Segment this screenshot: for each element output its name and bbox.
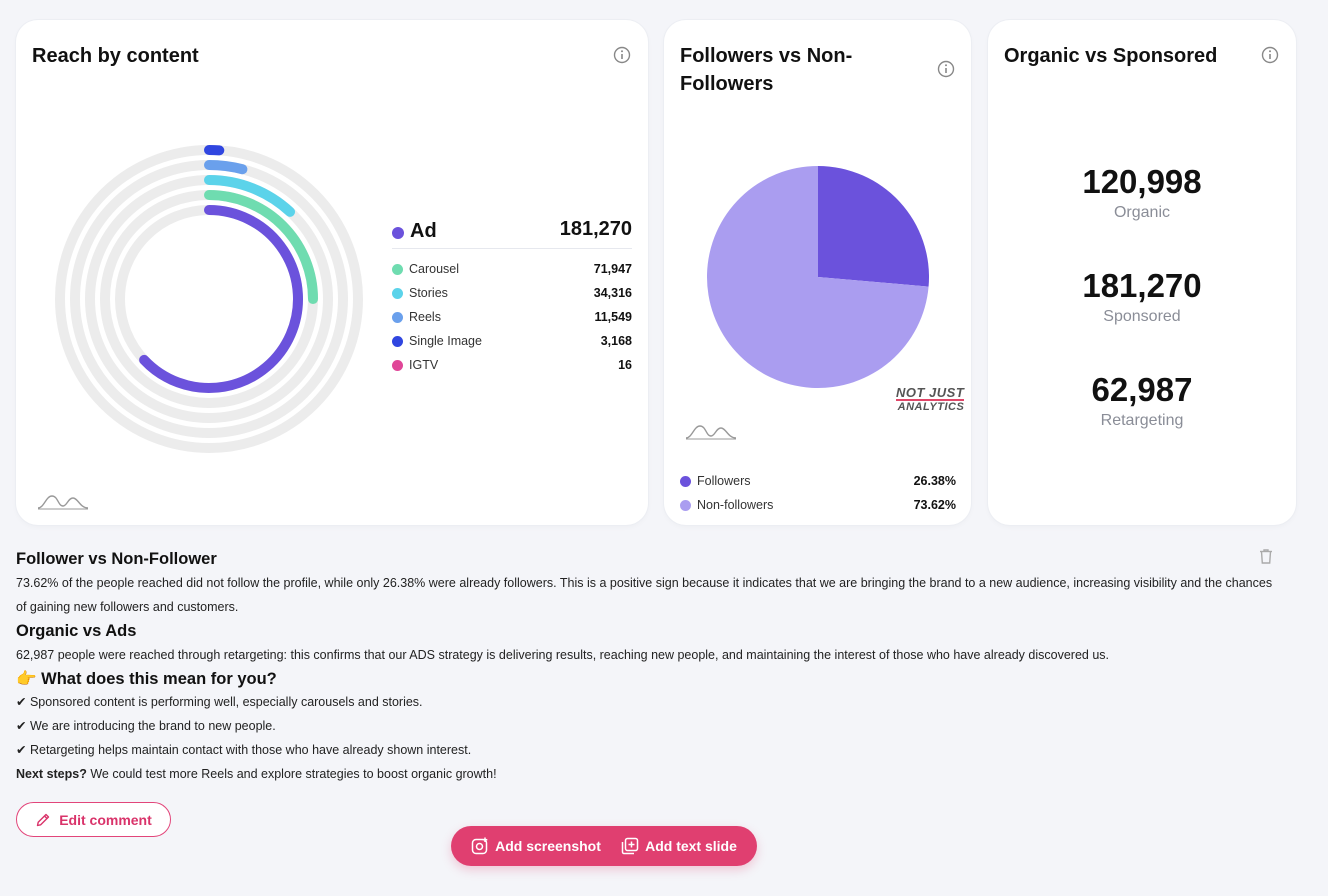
sponsored-value: 181,270 bbox=[1082, 267, 1202, 304]
legend-label: Non-followers bbox=[697, 498, 774, 512]
pie-slice[interactable] bbox=[818, 166, 929, 287]
retargeting-stat: 62,987 Retargeting bbox=[988, 370, 1296, 432]
legend-label: Reels bbox=[409, 310, 441, 324]
check-icon: ✔ bbox=[16, 719, 27, 733]
watermark-line1: NOT JUST bbox=[896, 385, 965, 401]
legend-value: 11,549 bbox=[594, 310, 632, 324]
reach-legend-item: Single Image 3,168 bbox=[392, 334, 632, 348]
next-steps: Next steps? We could test more Reels and… bbox=[16, 762, 1276, 786]
organic-value: 120,998 bbox=[1082, 163, 1202, 200]
comment-heading-3-text: What does this mean for you? bbox=[41, 670, 277, 688]
followers-pie-chart bbox=[707, 166, 929, 388]
legend-label: Followers bbox=[697, 474, 751, 488]
action-bar: Add screenshot Add text slide bbox=[451, 826, 757, 866]
legend-label: Carousel bbox=[409, 262, 460, 276]
check-item: ✔ Retargeting helps maintain contact wit… bbox=[16, 738, 1276, 762]
trash-icon[interactable] bbox=[1257, 547, 1275, 565]
legend-dot bbox=[392, 359, 403, 371]
comment-heading-1: Follower vs Non-Follower bbox=[16, 550, 217, 568]
check-item: ✔ Sponsored content is performing well, … bbox=[16, 690, 1276, 714]
comment-paragraph-1: 73.62% of the people reached did not fol… bbox=[16, 576, 1273, 614]
legend-label: Single Image bbox=[409, 334, 482, 348]
slide-add-icon bbox=[621, 837, 639, 855]
comment-block: Follower vs Non-Follower 73.62% of the p… bbox=[16, 548, 1276, 786]
comment-heading-2: Organic vs Ads bbox=[16, 622, 137, 640]
organic-card-title: Organic vs Sponsored bbox=[1004, 45, 1218, 67]
radial-bar[interactable] bbox=[204, 160, 248, 175]
info-icon[interactable] bbox=[613, 46, 631, 64]
watermark-line2: ANALYTICS bbox=[897, 401, 965, 413]
legend-label: IGTV bbox=[409, 358, 439, 372]
legend-value: 16 bbox=[618, 358, 632, 372]
legend-dot bbox=[392, 311, 403, 323]
followers-legend-item: Non-followers 73.62% bbox=[680, 498, 956, 512]
ad-value: 181,270 bbox=[559, 218, 632, 240]
ad-label: Ad bbox=[410, 220, 437, 242]
legend-value: 26.38% bbox=[913, 474, 956, 488]
radial-bar[interactable] bbox=[139, 205, 303, 393]
followers-card: Followers vs Non-Followers NOT JUST ANAL… bbox=[664, 20, 971, 525]
edit-comment-label: Edit comment bbox=[59, 811, 152, 828]
legend-dot bbox=[392, 287, 403, 299]
radial-bar[interactable] bbox=[204, 190, 318, 305]
next-steps-text: We could test more Reels and explore str… bbox=[86, 767, 497, 781]
add-screenshot-button[interactable]: Add screenshot bbox=[465, 836, 607, 856]
reach-by-content-card: Reach by content Ad 181,270 Carousel 71,9… bbox=[16, 20, 648, 525]
organic-sponsored-card: Organic vs Sponsored 120,998 Organic 181… bbox=[988, 20, 1296, 525]
radial-reach-chart bbox=[55, 145, 363, 453]
sponsored-stat: 181,270 Sponsored bbox=[988, 266, 1296, 328]
chart-logo-icon bbox=[685, 425, 737, 440]
add-text-slide-button[interactable]: Add text slide bbox=[615, 836, 743, 856]
reach-legend-item: IGTV 16 bbox=[392, 358, 632, 372]
comment-heading-3: 👉 What does this mean for you? bbox=[16, 668, 1276, 690]
chart-logo-icon bbox=[37, 495, 89, 510]
sponsored-label: Sponsored bbox=[1103, 308, 1181, 325]
organic-label: Organic bbox=[1113, 204, 1171, 221]
reach-legend-item: Stories 34,316 bbox=[392, 286, 632, 300]
legend-label: Stories bbox=[409, 286, 448, 300]
legend-dot bbox=[680, 499, 691, 511]
legend-value: 71,947 bbox=[593, 262, 632, 276]
radial-bar[interactable] bbox=[204, 175, 296, 217]
ad-total-row: Ad 181,270 bbox=[392, 218, 632, 249]
add-screenshot-label: Add screenshot bbox=[495, 838, 601, 854]
reach-legend-item: Carousel 71,947 bbox=[392, 262, 632, 276]
retargeting-value: 62,987 bbox=[1091, 371, 1193, 408]
pie-slice[interactable] bbox=[707, 166, 929, 388]
ad-dot bbox=[392, 227, 404, 239]
check-item-text: Retargeting helps maintain contact with … bbox=[29, 743, 472, 757]
next-steps-label: Next steps? bbox=[16, 767, 87, 781]
followers-legend-item: Followers 26.38% bbox=[680, 474, 956, 488]
legend-value: 73.62% bbox=[913, 498, 956, 512]
check-item-text: Sponsored content is performing well, es… bbox=[29, 695, 423, 709]
legend-value: 34,316 bbox=[593, 286, 632, 300]
pencil-icon bbox=[37, 813, 50, 826]
reach-card-title: Reach by content bbox=[32, 45, 199, 67]
legend-dot bbox=[392, 263, 403, 275]
info-icon[interactable] bbox=[937, 60, 955, 78]
reach-legend-item: Reels 11,549 bbox=[392, 310, 632, 324]
legend-dot bbox=[392, 335, 403, 347]
pointing-hand-icon: 👉 bbox=[16, 670, 37, 688]
add-text-slide-label: Add text slide bbox=[645, 838, 737, 854]
check-item-text: We are introducing the brand to new peop… bbox=[29, 719, 276, 733]
check-item: ✔ We are introducing the brand to new pe… bbox=[16, 714, 1276, 738]
camera-add-icon bbox=[471, 837, 488, 855]
check-icon: ✔ bbox=[16, 743, 27, 757]
legend-value: 3,168 bbox=[600, 334, 632, 348]
comment-paragraph-2: 62,987 people were reached through retar… bbox=[16, 648, 1109, 662]
check-icon: ✔ bbox=[16, 695, 27, 709]
edit-comment-button[interactable]: Edit comment bbox=[16, 802, 171, 837]
watermark-logo: NOT JUST ANALYTICS bbox=[896, 385, 965, 414]
retargeting-label: Retargeting bbox=[1100, 412, 1184, 429]
followers-card-title: Followers vs Non-Followers bbox=[680, 45, 853, 95]
organic-stat: 120,998 Organic bbox=[988, 162, 1296, 224]
info-icon[interactable] bbox=[1261, 46, 1279, 64]
legend-dot bbox=[680, 475, 691, 487]
